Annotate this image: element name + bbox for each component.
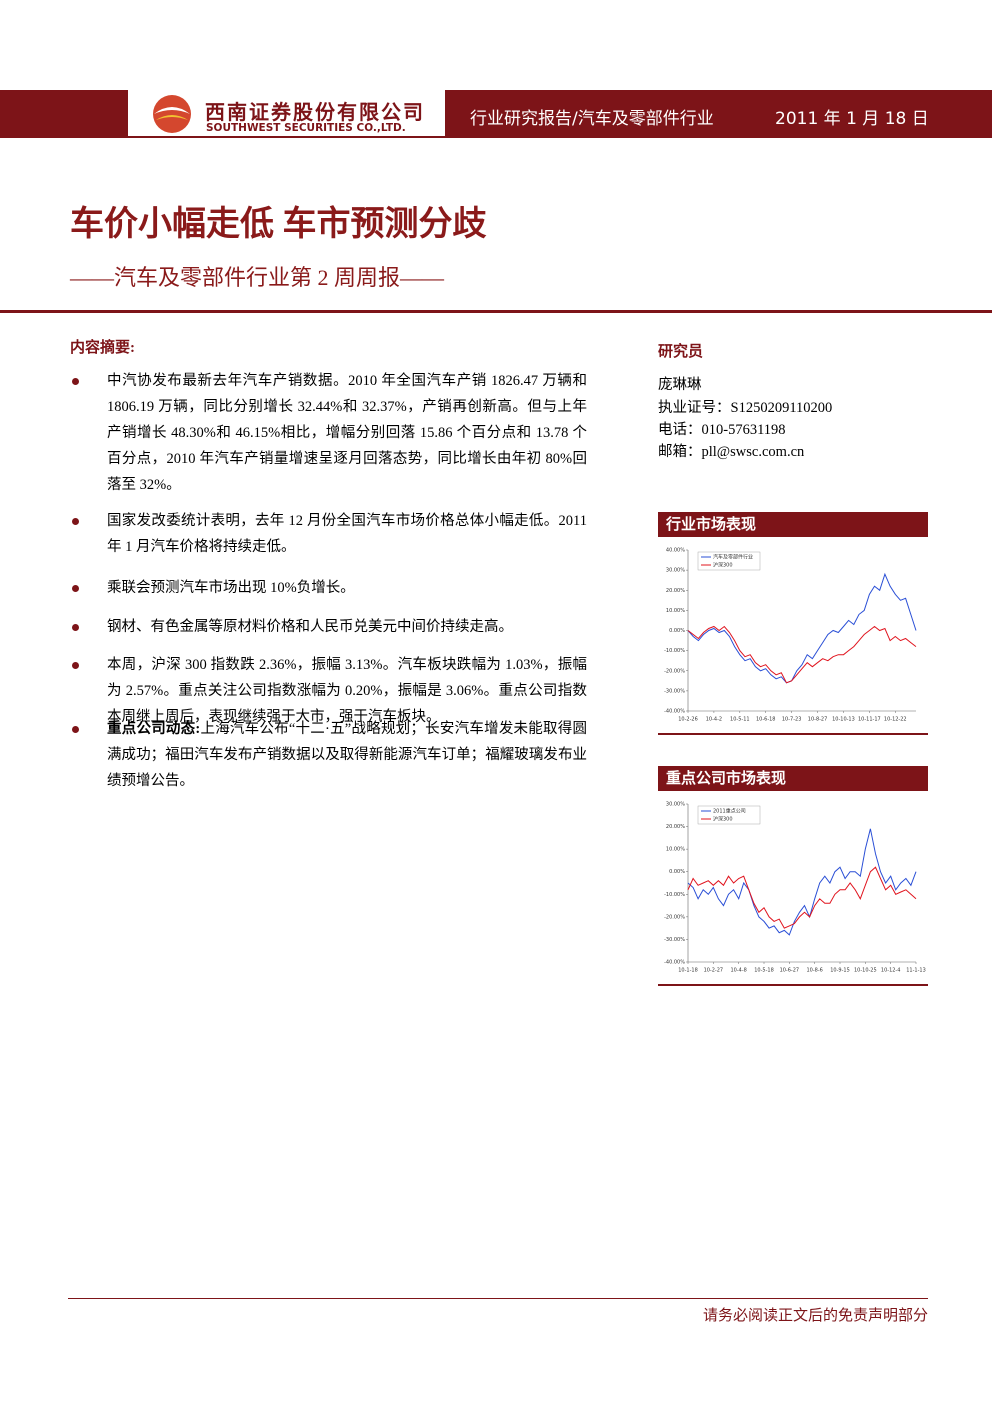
x-tick-label: 10-5-11 [730,717,750,723]
bullet [72,585,79,592]
analyst-phone: 电话：010-57631198 [658,422,786,438]
divider [0,310,992,313]
bullet [72,378,79,385]
y-tick-label: 20.00% [666,824,685,830]
y-tick-label: 30.00% [666,568,685,574]
y-tick-label: 20.00% [666,588,685,594]
logo [153,95,191,133]
x-tick-label: 10-8-6 [806,968,822,974]
y-tick-label: -20.00% [664,668,685,674]
x-tick-label: 10-2-27 [704,968,724,974]
y-tick-label: -40.00% [664,960,685,966]
x-tick-label: 10-2-26 [678,717,698,723]
chart: 40.00% 30.00% 20.00% 10.00% 0.00% -10.00% -20.… [658,548,928,735]
bullet-text: 重点公司动态:上海汽车公布“十二·五”战略规划；长安汽车增发未能取得圆满成功；福… [107,716,587,794]
series-line [687,572,917,684]
y-tick-label: -10.00% [664,648,685,654]
analyst-heading: 研究员 [658,344,704,360]
x-tick-label: 10-4-2 [706,717,722,723]
x-tick-label: 10-7-23 [782,717,802,723]
x-tick-label: 10-12-4 [881,968,901,974]
y-tick-label: -30.00% [664,937,685,943]
panel-title: 重点公司市场表现 [658,766,928,791]
bullet-text: 中汽协发布最新去年汽车产销数据。2010 年全国汽车产销 1826.47 万辆和… [107,373,587,493]
legend-label: 沪深300 [713,562,733,569]
bullet-text: 本周，沪深 300 指数跌 2.36%，振幅 3.13%。汽车板块跌幅为 1.0… [107,657,587,725]
bullet-text: 钢材、有色金属等原材料价格和人民币兑美元中间价持续走高。 [107,619,513,635]
legend-label: 沪深300 [713,816,733,823]
company-cn: 西南证券股份有限公司 [205,102,425,124]
chart: 30.00% 20.00% 10.00% 0.00% -10.00% -20.00% -30… [658,802,928,986]
bullet [72,662,79,669]
series-line [687,866,917,929]
x-tick-label: 11-1-13 [906,968,926,974]
bullet-body: 上海汽车公布“十二·五”战略规划；长安汽车增发未能取得圆满成功；福田汽车发布产销… [107,721,587,789]
x-tick-label: 10-11-17 [858,717,881,723]
x-tick-label: 10-12-22 [884,717,907,723]
y-tick-label: -10.00% [664,892,685,898]
x-tick-label: 10-8-27 [808,717,828,723]
report-type: 行业研究报告/汽车及零部件行业 [470,109,714,129]
analyst-license: 执业证号：S1250209110200 [658,400,833,416]
subtitle: ——汽车及零部件行业第 2 周周报—— [70,265,445,290]
bullet-text: 乘联会预测汽车市场出现 10%负增长。 [107,580,355,596]
legend-label: 汽车及零部件行业 [713,554,753,561]
y-tick-label: 10.00% [666,608,685,614]
y-tick-label: 0.00% [669,628,685,634]
summary-heading: 内容摘要: [70,340,135,356]
header-rule [128,136,445,138]
report-date: 2011 年 1 月 18 日 [775,109,929,129]
x-tick-label: 10-10-25 [854,968,877,974]
bullet-lead: 重点公司动态: [107,721,201,737]
legend-box [697,805,761,825]
x-tick-label: 10-6-27 [780,968,800,974]
x-tick-label: 10-9-15 [830,968,850,974]
panel-title: 行业市场表现 [658,512,928,537]
title: 车价小幅走低 车市预测分歧 [70,206,487,243]
x-tick-label: 10-4-8 [730,968,746,974]
y-tick-label: 40.00% [666,548,685,554]
series-line [687,625,917,684]
x-tick-label: 10-5-18 [754,968,774,974]
y-tick-label: 30.00% [666,802,685,808]
legend-box [697,551,761,571]
y-tick-label: 10.00% [666,847,685,853]
y-tick-label: -30.00% [664,688,685,694]
footer: 请务必阅读正文后的免责声明部分 [702,1308,928,1324]
x-tick-label: 10-10-13 [832,717,855,723]
bullet [72,726,79,733]
bullet [72,518,79,525]
analyst-email: 邮箱：pll@swsc.com.cn [658,444,805,460]
y-tick-label: 0.00% [669,869,685,875]
legend-label: 2011重点公司 [713,808,746,815]
company-en: SOUTHWEST SECURITIES CO.,LTD. [206,122,406,134]
y-tick-label: -20.00% [664,914,685,920]
header-band [0,90,128,138]
x-tick-label: 10-6-18 [756,717,776,723]
y-tick-label: -40.00% [664,709,685,715]
header-band [445,90,992,138]
x-tick-label: 10-1-18 [678,968,698,974]
footer-rule [68,1298,928,1299]
analyst-name: 庞琳琳 [658,377,702,393]
bullet-text: 国家发改委统计表明，去年 12 月份全国汽车市场价格总体小幅走低。2011 年 … [107,513,587,555]
bullet [72,624,79,631]
series-line [687,828,917,936]
